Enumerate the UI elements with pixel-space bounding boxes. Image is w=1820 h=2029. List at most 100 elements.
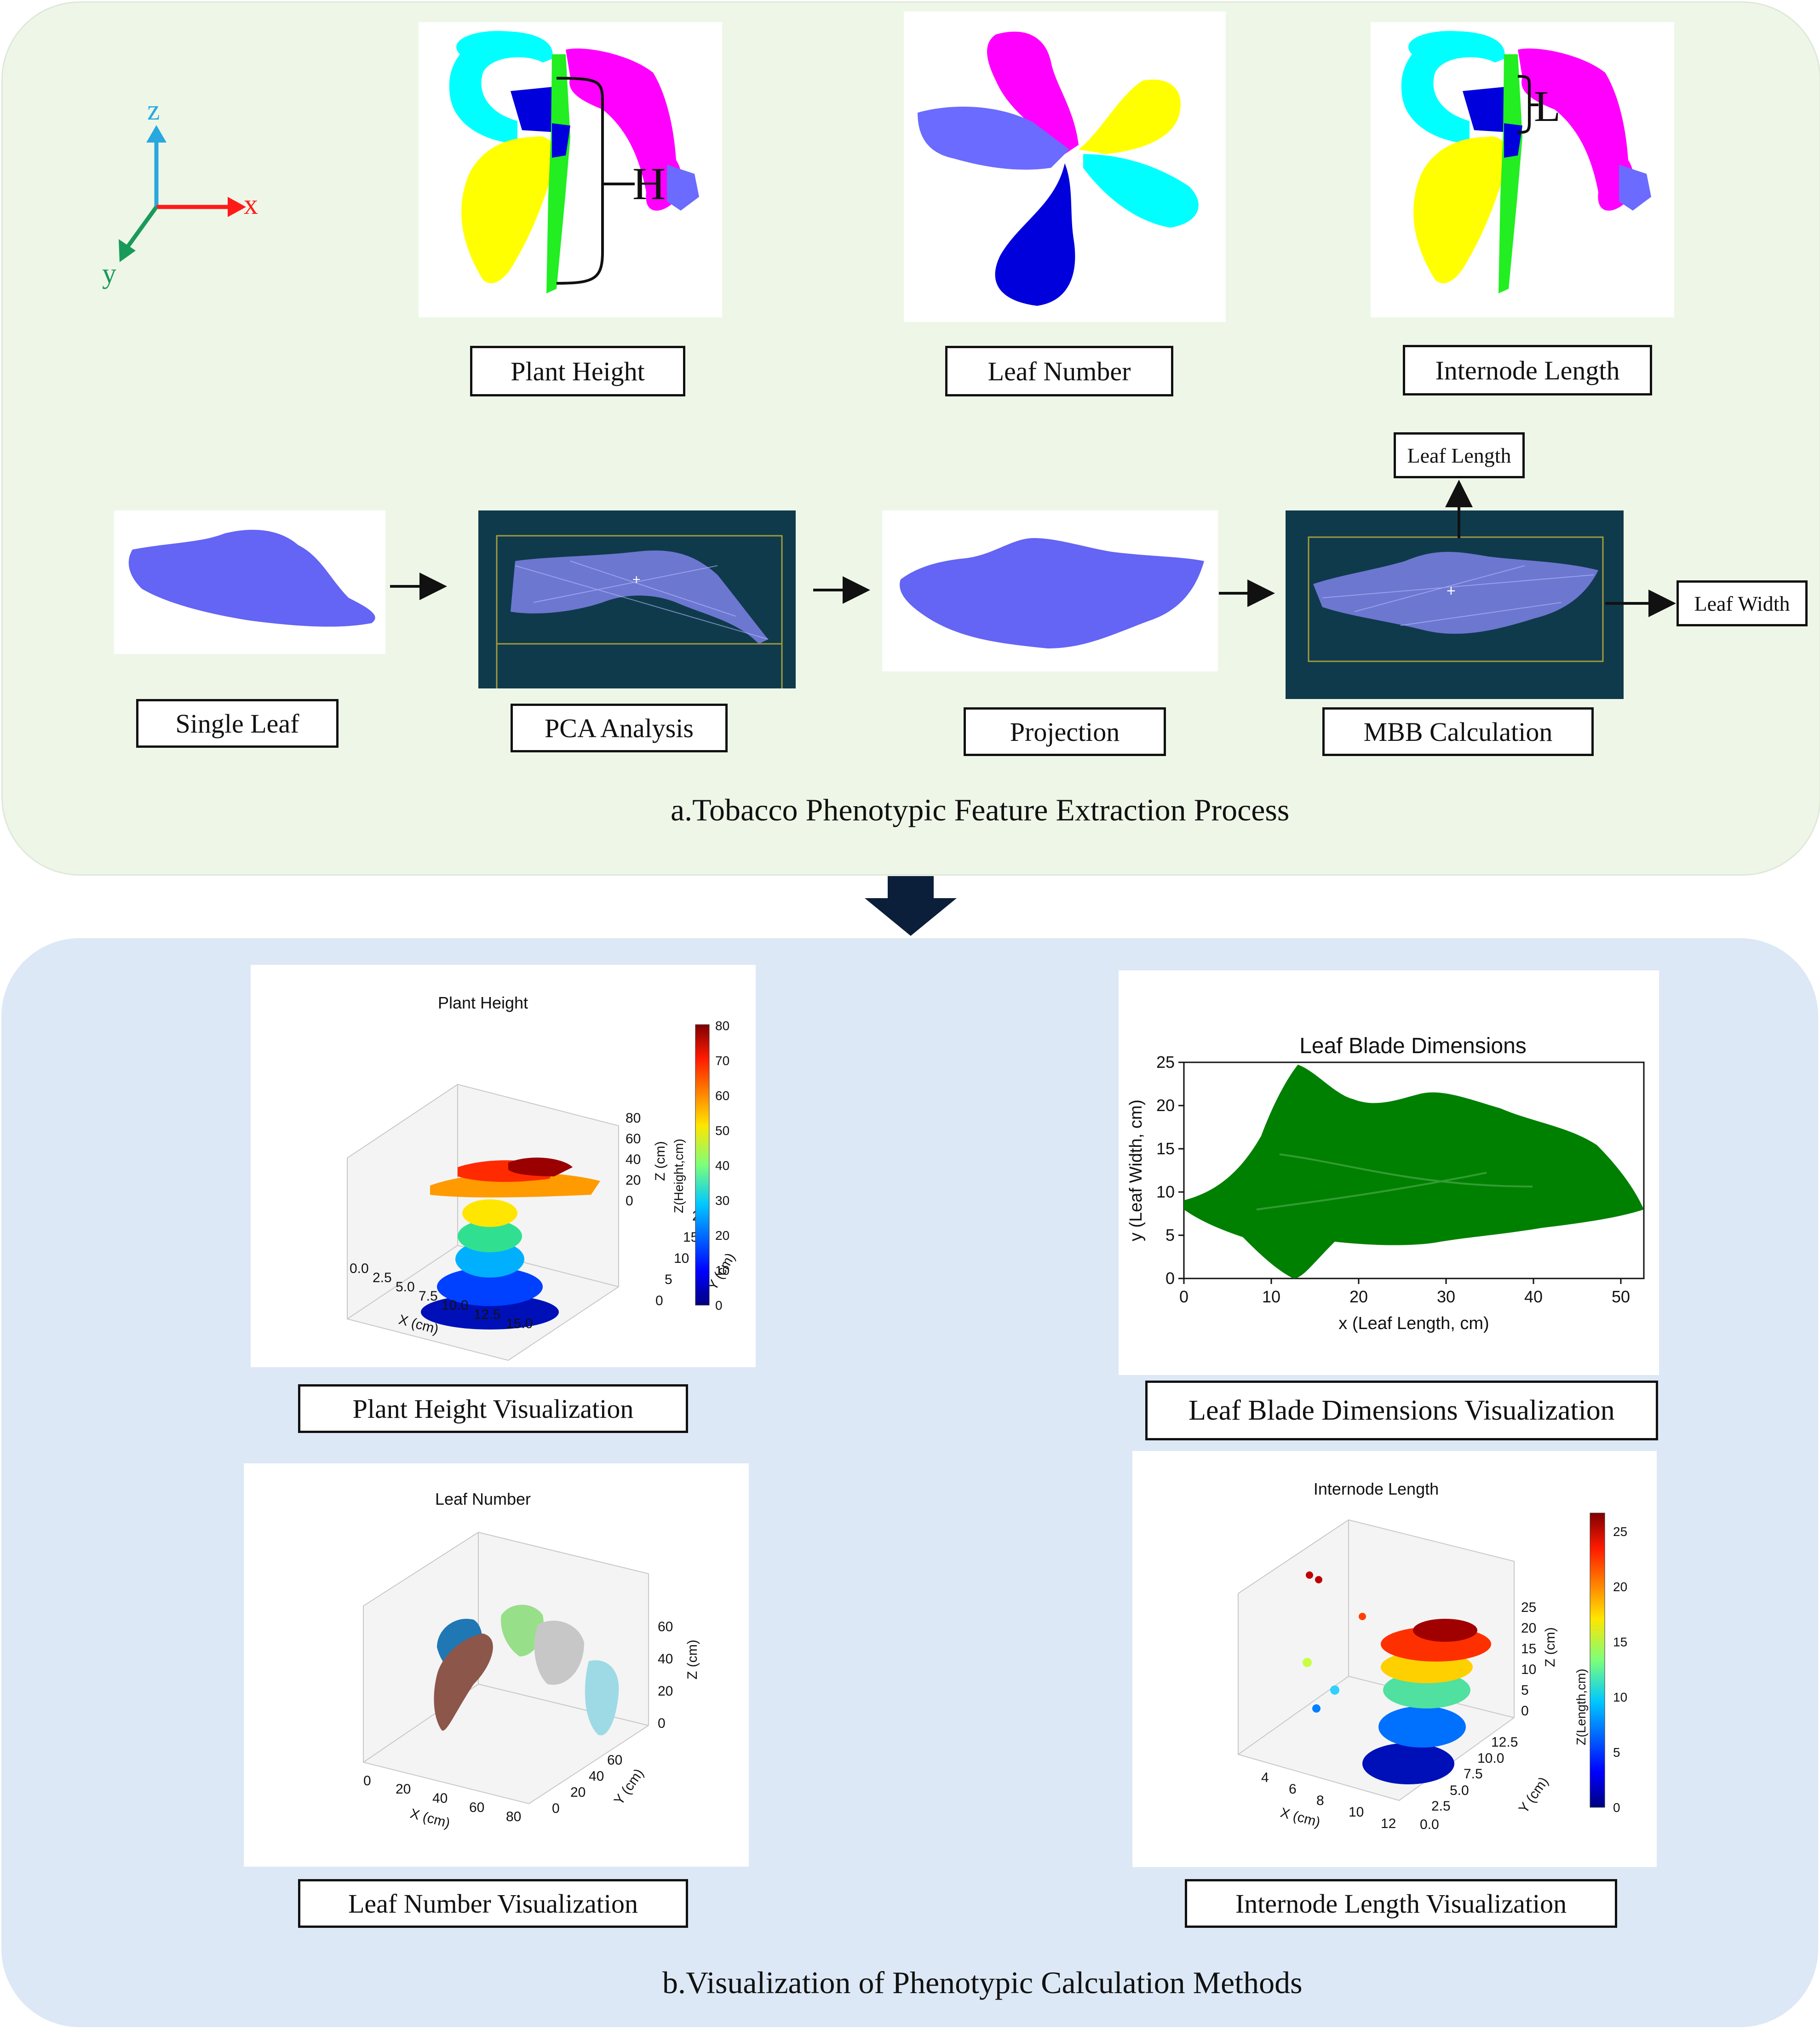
- y-axis-label: Y (cm): [611, 1766, 647, 1808]
- z-tick: 0: [658, 1716, 666, 1731]
- colorbar: [1590, 1513, 1605, 1808]
- x-axis-arrow: [228, 197, 246, 217]
- pca-analysis-label: PCA Analysis: [511, 704, 728, 752]
- leaf-yellow: [1079, 80, 1181, 154]
- panel-b-caption: b.Visualization of Phenotypic Calculatio…: [662, 1965, 1303, 2000]
- colorbar-tick: 0: [715, 1298, 723, 1313]
- z-axis-label: Z (cm): [1543, 1627, 1558, 1667]
- y-tick: 12.5: [1491, 1735, 1518, 1750]
- leaf-width-output: Leaf Width: [1676, 580, 1808, 626]
- x-tick: 8: [1316, 1793, 1324, 1808]
- plant-height-label: Plant Height: [470, 346, 685, 396]
- y-tick: 0: [1165, 1269, 1175, 1288]
- colorbar-label: Z(Height,cm): [672, 1139, 686, 1213]
- y-tick: 7.5: [1464, 1766, 1483, 1782]
- leaf-blade-points: [1184, 1065, 1644, 1278]
- leaf-blue: [1463, 86, 1511, 132]
- y-tick: 10.0: [1477, 1751, 1504, 1766]
- internode-points: [1303, 1571, 1491, 1784]
- y-tick: 0: [552, 1801, 560, 1816]
- y-axis-line: [125, 206, 158, 250]
- colorbar-tick: 70: [715, 1054, 729, 1068]
- leaf-length-output: Leaf Length: [1394, 432, 1525, 478]
- leaf-periwinkle: [667, 165, 699, 211]
- leaf-blade-plot-title: Leaf Blade Dimensions: [1299, 1034, 1527, 1058]
- stem-blue: [552, 123, 570, 158]
- x-tick: 6: [1289, 1782, 1297, 1797]
- internode-plot-title: Internode Length: [1314, 1479, 1439, 1498]
- leaf-blade-texture: [1256, 1153, 1533, 1210]
- colorbar-label: Z(Length,cm): [1574, 1669, 1588, 1746]
- x-tick: 40: [1524, 1287, 1543, 1306]
- pca-centroid-icon: +: [632, 572, 641, 587]
- colorbar-tick: 30: [715, 1193, 729, 1208]
- x-tick: 10.0: [442, 1298, 468, 1313]
- leaf-blade-plot: Leaf Blade Dimensions 0 10 20 30 40 50 0…: [1119, 970, 1659, 1375]
- mbb-calculation-label: MBB Calculation: [1322, 707, 1594, 756]
- leaf-blue: [995, 163, 1075, 306]
- pca-analysis-image: +: [478, 510, 796, 688]
- leaf-periwinkle: [918, 106, 1069, 170]
- x-tick: 30: [1437, 1287, 1455, 1306]
- colorbar-tick: 10: [1613, 1690, 1627, 1704]
- z-axis-label: z: [147, 97, 160, 126]
- down-arrow-icon: [865, 876, 957, 936]
- y-tick: 20: [570, 1785, 586, 1800]
- z-axis-arrow: [146, 125, 166, 143]
- y-axis-arrow: [119, 239, 136, 262]
- x-tick: 5.0: [396, 1279, 415, 1295]
- z-tick: 5: [1521, 1683, 1529, 1698]
- x-tick: 2.5: [373, 1270, 392, 1285]
- colorbar-tick: 20: [1613, 1580, 1627, 1594]
- x-tick: 20: [1349, 1287, 1368, 1306]
- height-bracket: [556, 77, 604, 285]
- y-tick: 2.5: [1431, 1799, 1451, 1814]
- pca-leaf-mesh: [515, 561, 769, 640]
- process-arrows: [390, 480, 1676, 617]
- mbb-calculation-image: +: [1286, 510, 1624, 699]
- mbb-leaf-points: [1313, 552, 1598, 634]
- colorbar-tick: 15: [1613, 1635, 1627, 1649]
- z-tick: 40: [626, 1152, 641, 1167]
- x-axis-label: X (cm): [408, 1806, 452, 1831]
- plant-height-visualization-label: Plant Height Visualization: [298, 1384, 688, 1433]
- y-tick: 0: [655, 1293, 663, 1308]
- internode-length-label: Internode Length: [1403, 345, 1652, 395]
- leaf-number-points: [434, 1605, 619, 1736]
- panel-a-caption: a.Tobacco Phenotypic Feature Extraction …: [671, 792, 1290, 827]
- x-tick: 4: [1261, 1770, 1269, 1785]
- y-tick: 5.0: [1450, 1783, 1469, 1798]
- z-axis-label: Z (cm): [653, 1141, 668, 1181]
- y-tick: 5: [1165, 1226, 1175, 1244]
- leaf-yellow: [1413, 136, 1508, 283]
- pca-bounding-box: [496, 535, 783, 688]
- leaf-cyan: [1401, 31, 1505, 144]
- y-axis-label: y: [102, 258, 116, 289]
- z-tick: 0: [626, 1193, 633, 1209]
- colorbar-tick: 50: [715, 1123, 729, 1138]
- z-tick: 15: [1521, 1641, 1536, 1656]
- x-tick: 10: [1262, 1287, 1280, 1306]
- y-tick: 0.0: [1420, 1817, 1439, 1832]
- y-tick: 5: [665, 1272, 672, 1287]
- x-axis-label: x: [244, 189, 258, 220]
- x-tick: 0: [363, 1773, 371, 1788]
- plant-height-points: [421, 1158, 600, 1330]
- y-tick: 40: [589, 1769, 604, 1784]
- leaf-number-plot: Leaf Number 0 20 40 60 80 X (cm) 0 20 40…: [244, 1463, 749, 1867]
- y-tick: 20: [1156, 1096, 1175, 1115]
- projected-leaf-shape: [900, 538, 1204, 648]
- leaf-yellow: [461, 136, 556, 283]
- x-tick: 0.0: [350, 1261, 369, 1276]
- z-tick: 20: [626, 1173, 641, 1188]
- leaf-cyan: [449, 31, 553, 144]
- projection-label: Projection: [964, 707, 1166, 756]
- x-tick: 0: [1179, 1287, 1188, 1306]
- axes-icon: z x y: [102, 97, 258, 289]
- x-axis-label: x (Leaf Length, cm): [1338, 1314, 1489, 1333]
- z-tick: 20: [1521, 1621, 1536, 1636]
- internode-visualization-label: Internode Length Visualization: [1185, 1879, 1617, 1928]
- colorbar: [695, 1024, 710, 1306]
- plant-height-image: H: [419, 22, 722, 317]
- z-axis-label: Z (cm): [685, 1639, 700, 1679]
